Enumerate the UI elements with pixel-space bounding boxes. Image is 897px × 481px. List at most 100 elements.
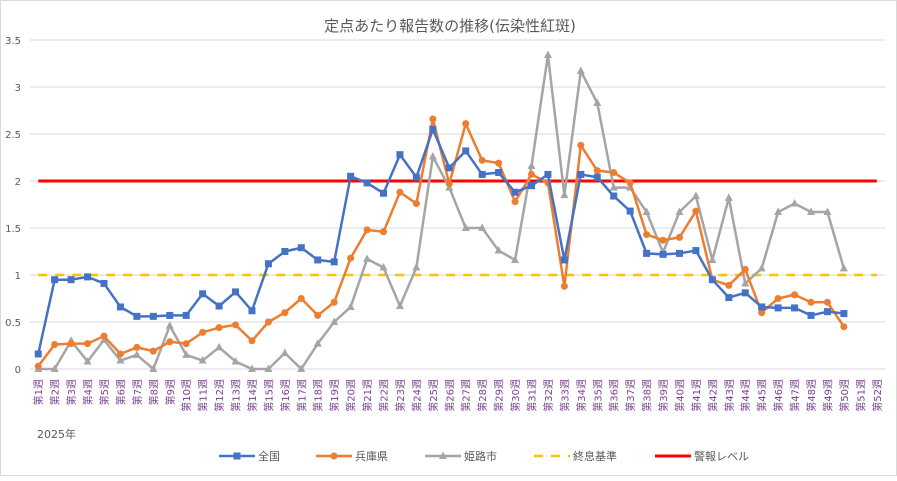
data-point-triangle xyxy=(675,207,684,216)
series-line xyxy=(37,128,845,355)
data-point-triangle xyxy=(165,321,174,329)
data-point-square xyxy=(626,207,634,215)
x-tick-label: 第3週 xyxy=(65,379,78,405)
y-tick-label: 1.5 xyxy=(5,224,21,235)
data-point-circle xyxy=(429,115,437,123)
data-point-square xyxy=(84,273,92,281)
data-point-square xyxy=(248,307,256,315)
data-point-triangle xyxy=(412,262,421,271)
x-tick-label: 第50週 xyxy=(838,379,851,412)
data-point-square xyxy=(478,170,486,178)
y-tick-label: 2.5 xyxy=(5,130,21,141)
x-tick-label: 第19週 xyxy=(328,379,341,412)
data-point-circle xyxy=(133,343,141,351)
legend-label: 警報レベル xyxy=(694,449,749,463)
data-point-square xyxy=(380,189,388,197)
data-point-circle xyxy=(166,338,174,346)
data-point-circle xyxy=(347,254,355,262)
x-tick-label: 第7週 xyxy=(131,379,144,405)
data-point-square xyxy=(659,250,667,258)
data-point-circle xyxy=(264,318,272,326)
data-point-square xyxy=(330,258,338,266)
legend-item-4: 終息基準 xyxy=(534,449,617,463)
y-tick-label: 0 xyxy=(15,365,21,376)
data-point-triangle xyxy=(543,50,552,59)
data-point-triangle xyxy=(247,364,256,372)
x-tick-label: 第4週 xyxy=(82,379,95,405)
data-point-triangle xyxy=(346,302,355,310)
data-point-circle xyxy=(527,170,535,178)
data-point-circle xyxy=(675,233,683,241)
data-point-circle xyxy=(511,198,519,206)
data-point-circle xyxy=(643,231,651,239)
x-tick-label: 第29週 xyxy=(493,379,506,412)
x-tick-label: 第27週 xyxy=(460,379,473,412)
data-point-circle xyxy=(445,180,453,188)
data-point-triangle xyxy=(593,98,602,106)
data-point-triangle xyxy=(83,356,92,365)
data-point-triangle xyxy=(149,364,158,372)
data-point-square xyxy=(807,311,815,319)
data-point-square xyxy=(429,125,437,133)
data-point-circle xyxy=(593,167,601,175)
x-tick-label: 第2週 xyxy=(49,379,62,405)
x-tick-label: 第24週 xyxy=(410,379,423,412)
data-point-square xyxy=(166,311,174,319)
x-tick-label: 第11週 xyxy=(197,379,210,412)
x-tick-label: 第26週 xyxy=(443,379,456,412)
x-tick-label: 第30週 xyxy=(509,379,522,412)
data-point-circle xyxy=(462,120,470,128)
data-point-triangle xyxy=(560,190,569,199)
data-point-triangle xyxy=(379,262,388,271)
data-point-square xyxy=(643,249,651,257)
data-point-triangle xyxy=(527,161,536,169)
data-point-square xyxy=(281,248,289,255)
data-point-square xyxy=(100,279,108,287)
y-tick-label: 2 xyxy=(15,177,21,188)
data-point-circle xyxy=(199,328,207,336)
x-tick-label: 第38週 xyxy=(641,379,654,412)
data-point-square xyxy=(692,247,700,255)
data-point-triangle xyxy=(757,263,766,272)
x-tick-label: 第25週 xyxy=(427,379,440,412)
year-label: 2025年 xyxy=(37,427,76,441)
data-point-triangle xyxy=(215,342,224,351)
data-point-triangle xyxy=(576,66,585,75)
data-point-square xyxy=(544,170,552,178)
data-point-square xyxy=(577,170,585,178)
x-tick-label: 第33週 xyxy=(558,379,571,412)
data-point-square xyxy=(233,452,241,460)
y-tick-label: 1 xyxy=(15,271,21,282)
x-tick-label: 第41週 xyxy=(690,379,703,412)
data-point-square xyxy=(462,147,470,155)
data-point-circle xyxy=(248,337,256,345)
data-point-triangle xyxy=(428,152,437,160)
x-tick-label: 第34週 xyxy=(575,379,588,412)
data-point-circle xyxy=(478,156,486,164)
data-point-circle xyxy=(774,295,782,302)
data-point-square xyxy=(593,173,601,181)
data-point-circle xyxy=(330,298,338,306)
x-tick-label: 第32週 xyxy=(542,379,555,412)
data-point-triangle xyxy=(231,356,240,365)
data-point-triangle xyxy=(363,254,372,263)
x-tick-label: 第10週 xyxy=(180,379,193,412)
x-tick-label: 第48週 xyxy=(805,379,818,412)
x-tick-label: 第28週 xyxy=(476,379,489,412)
data-point-square xyxy=(34,350,42,358)
x-tick-label: 第45週 xyxy=(756,379,769,412)
data-point-circle xyxy=(232,321,240,329)
data-point-square xyxy=(396,151,404,159)
data-point-triangle xyxy=(642,207,651,216)
data-point-square xyxy=(527,182,535,190)
data-point-square xyxy=(297,244,305,252)
legend-label: 終息基準 xyxy=(573,449,617,463)
data-point-triangle xyxy=(839,263,848,272)
data-point-triangle xyxy=(132,350,141,358)
data-point-circle xyxy=(659,236,667,244)
data-point-triangle xyxy=(478,223,487,231)
data-point-circle xyxy=(626,179,634,187)
x-tick-label: 第39週 xyxy=(657,379,670,412)
